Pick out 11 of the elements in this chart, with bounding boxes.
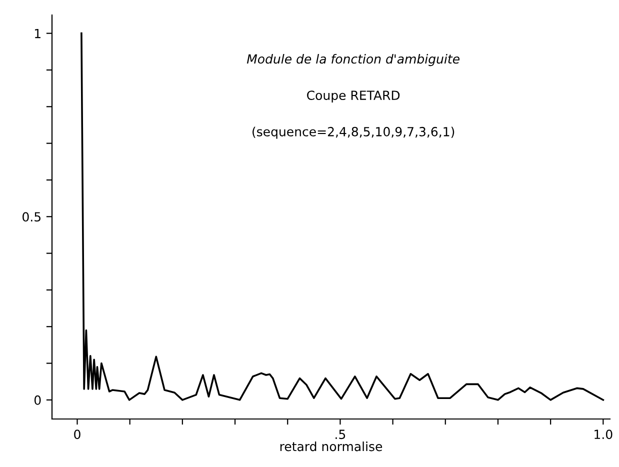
y-tick-label: 0 bbox=[34, 395, 41, 405]
x-tick-label: .5 bbox=[336, 430, 346, 440]
y-tick-label: 1 bbox=[35, 28, 40, 38]
y-tick-label: 0.5 bbox=[22, 212, 40, 222]
text: Coupe RETARD bbox=[307, 90, 400, 102]
x-tick-label: 1.0 bbox=[594, 430, 612, 440]
x-tick-label: 0 bbox=[74, 430, 80, 440]
annotation: (sequence=2,4,8,5,10,9,7,3,6,1) bbox=[252, 126, 454, 139]
x-axis-title: retard normalise bbox=[280, 442, 382, 452]
line-series bbox=[80, 32, 604, 401]
text: Module de la fonction d'ambiguite bbox=[246, 54, 460, 66]
